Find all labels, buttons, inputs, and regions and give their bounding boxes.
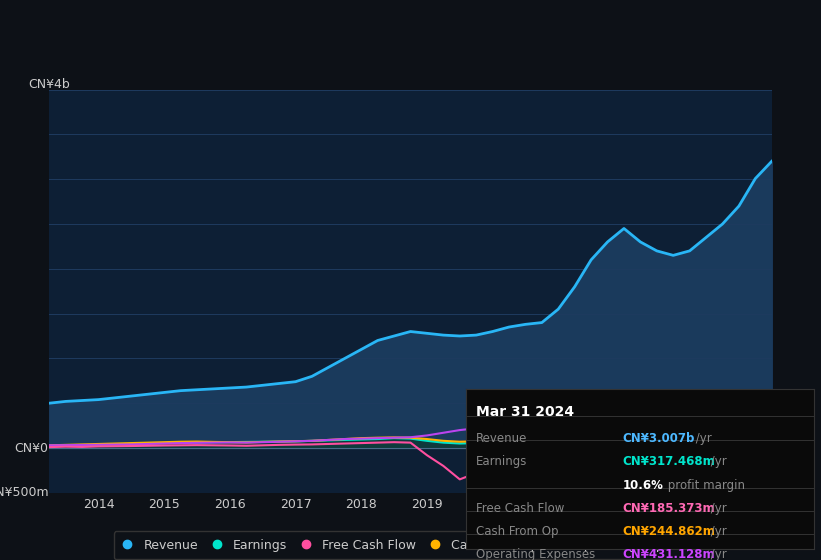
Text: Free Cash Flow: Free Cash Flow	[476, 502, 564, 515]
Text: CN¥4b: CN¥4b	[29, 78, 71, 91]
Text: Earnings: Earnings	[476, 455, 527, 468]
Text: /yr: /yr	[691, 432, 711, 445]
Text: 10.6%: 10.6%	[622, 479, 663, 492]
Text: CN¥431.128m: CN¥431.128m	[622, 548, 715, 560]
Text: /yr: /yr	[707, 502, 727, 515]
Text: CN¥244.862m: CN¥244.862m	[622, 525, 715, 538]
Text: /yr: /yr	[707, 455, 727, 468]
Text: Cash From Op: Cash From Op	[476, 525, 558, 538]
Text: CN¥0: CN¥0	[15, 441, 48, 455]
Text: /yr: /yr	[707, 548, 727, 560]
Text: CN¥185.373m: CN¥185.373m	[622, 502, 715, 515]
Text: -CN¥500m: -CN¥500m	[0, 486, 48, 500]
Text: profit margin: profit margin	[664, 479, 745, 492]
Text: /yr: /yr	[707, 525, 727, 538]
Text: Mar 31 2024: Mar 31 2024	[476, 405, 574, 419]
Text: Revenue: Revenue	[476, 432, 527, 445]
Legend: Revenue, Earnings, Free Cash Flow, Cash From Op, Operating Expenses: Revenue, Earnings, Free Cash Flow, Cash …	[113, 531, 708, 559]
Text: Operating Expenses: Operating Expenses	[476, 548, 595, 560]
Text: CN¥3.007b: CN¥3.007b	[622, 432, 695, 445]
Text: CN¥317.468m: CN¥317.468m	[622, 455, 715, 468]
